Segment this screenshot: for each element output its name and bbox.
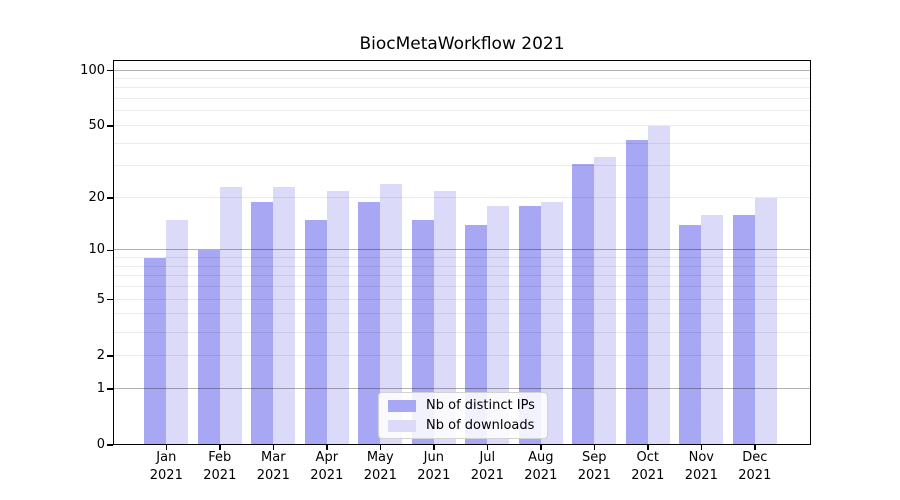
y-tick-mark bbox=[107, 197, 113, 199]
x-tick-label: Oct 2021 bbox=[631, 450, 665, 483]
y-tick-mark bbox=[107, 298, 113, 301]
x-tick-mark bbox=[326, 445, 328, 450]
y-tick-label: 1 bbox=[96, 380, 105, 396]
bar-distinct-ips-jul bbox=[465, 225, 488, 445]
legend-label-nb-distinct-ips: Nb of distinct IPs bbox=[426, 398, 535, 413]
bar-distinct-ips-jan bbox=[144, 258, 167, 445]
legend-item-nb-downloads: Nb of downloads bbox=[388, 417, 535, 434]
x-tick-label: Jun 2021 bbox=[417, 450, 451, 483]
y-tick-mark bbox=[107, 249, 113, 252]
y-gridline-minor bbox=[113, 286, 811, 288]
x-tick-mark bbox=[754, 445, 756, 450]
y-gridline-major bbox=[113, 69, 811, 71]
bar-downloads-dec bbox=[754, 198, 777, 445]
y-gridline-minor bbox=[113, 197, 811, 198]
x-tick-label: Dec 2021 bbox=[738, 450, 772, 483]
x-tick-label: Feb 2021 bbox=[203, 450, 237, 483]
x-tick-label: Jan 2021 bbox=[149, 450, 183, 483]
bar-distinct-ips-dec bbox=[732, 215, 755, 445]
bar-downloads-sep bbox=[594, 156, 617, 445]
bar-distinct-ips-feb bbox=[197, 250, 220, 445]
y-gridline-minor bbox=[113, 313, 811, 315]
y-gridline-minor bbox=[113, 98, 811, 100]
bar-distinct-ips-aug bbox=[518, 206, 541, 445]
y-gridline-minor bbox=[113, 110, 811, 112]
y-gridline-minor bbox=[113, 78, 811, 79]
bar-distinct-ips-nov bbox=[679, 225, 702, 445]
x-tick-mark bbox=[540, 445, 542, 450]
y-tick-mark bbox=[107, 125, 113, 127]
x-tick-mark bbox=[647, 445, 649, 450]
bar-downloads-may bbox=[380, 183, 403, 445]
y-tick-mark bbox=[107, 355, 113, 357]
bar-distinct-ips-oct bbox=[625, 139, 648, 445]
x-tick-mark bbox=[272, 445, 275, 450]
bar-downloads-jul bbox=[487, 206, 510, 445]
x-tick-label: Sep 2021 bbox=[577, 450, 611, 483]
x-tick-label: Jul 2021 bbox=[470, 450, 504, 483]
y-gridline-minor bbox=[113, 125, 811, 126]
x-tick-mark bbox=[486, 445, 489, 450]
y-gridline-minor bbox=[113, 331, 811, 333]
x-tick-mark bbox=[593, 445, 595, 450]
y-gridline-minor bbox=[113, 165, 811, 167]
y-tick-label: 0 bbox=[96, 437, 105, 452]
bar-downloads-jan bbox=[166, 220, 189, 445]
legend-swatch-nb-distinct-ips bbox=[388, 399, 416, 412]
legend: Nb of distinct IPs Nb of downloads bbox=[378, 392, 548, 439]
bar-downloads-apr bbox=[326, 190, 349, 445]
bar-distinct-ips-apr bbox=[304, 220, 327, 445]
bar-downloads-oct bbox=[647, 126, 670, 445]
legend-item-nb-distinct-ips: Nb of distinct IPs bbox=[388, 397, 535, 414]
bar-downloads-jun bbox=[433, 190, 456, 445]
x-tick-mark bbox=[379, 445, 382, 450]
y-tick-label: 2 bbox=[96, 347, 105, 363]
x-tick-mark bbox=[700, 445, 702, 450]
x-tick-label: Apr 2021 bbox=[310, 450, 344, 483]
legend-label-nb-downloads: Nb of downloads bbox=[426, 418, 535, 433]
y-tick-mark bbox=[107, 444, 113, 446]
y-gridline-major bbox=[113, 387, 811, 389]
chart-title: BiocMetaWorkflow 2021 bbox=[359, 34, 565, 54]
y-gridline-major bbox=[113, 249, 811, 251]
y-tick-label: 10 bbox=[88, 242, 105, 258]
y-gridline-minor bbox=[113, 265, 811, 267]
bar-distinct-ips-may bbox=[358, 201, 381, 445]
bar-downloads-mar bbox=[273, 187, 296, 445]
y-gridline-minor bbox=[113, 142, 811, 144]
y-tick-label: 20 bbox=[88, 190, 105, 205]
y-gridline-minor bbox=[113, 354, 811, 356]
y-tick-label: 100 bbox=[80, 62, 105, 78]
y-tick-label: 50 bbox=[88, 118, 105, 133]
x-tick-label: Nov 2021 bbox=[684, 450, 718, 483]
bar-downloads-feb bbox=[219, 187, 242, 445]
y-tick-mark bbox=[107, 69, 113, 72]
plot-area: Nb of distinct IPs Nb of downloads bbox=[113, 60, 811, 445]
bar-downloads-aug bbox=[540, 201, 563, 445]
y-gridline-minor bbox=[113, 298, 811, 300]
x-tick-label: Mar 2021 bbox=[256, 450, 290, 483]
bar-distinct-ips-jun bbox=[411, 220, 434, 445]
x-tick-mark bbox=[165, 445, 168, 450]
bar-downloads-nov bbox=[701, 215, 724, 445]
bar-distinct-ips-sep bbox=[572, 163, 595, 445]
legend-swatch-nb-downloads bbox=[388, 419, 416, 432]
y-gridline-minor bbox=[113, 87, 811, 89]
x-tick-label: Aug 2021 bbox=[524, 450, 558, 483]
y-tick-label: 5 bbox=[96, 291, 105, 307]
y-gridline-minor bbox=[113, 275, 811, 277]
x-tick-mark bbox=[219, 445, 221, 450]
bar-distinct-ips-mar bbox=[251, 201, 274, 445]
x-tick-label: May 2021 bbox=[363, 450, 397, 483]
y-gridline-minor bbox=[113, 257, 811, 259]
x-tick-mark bbox=[433, 445, 435, 450]
y-tick-mark bbox=[107, 388, 113, 390]
